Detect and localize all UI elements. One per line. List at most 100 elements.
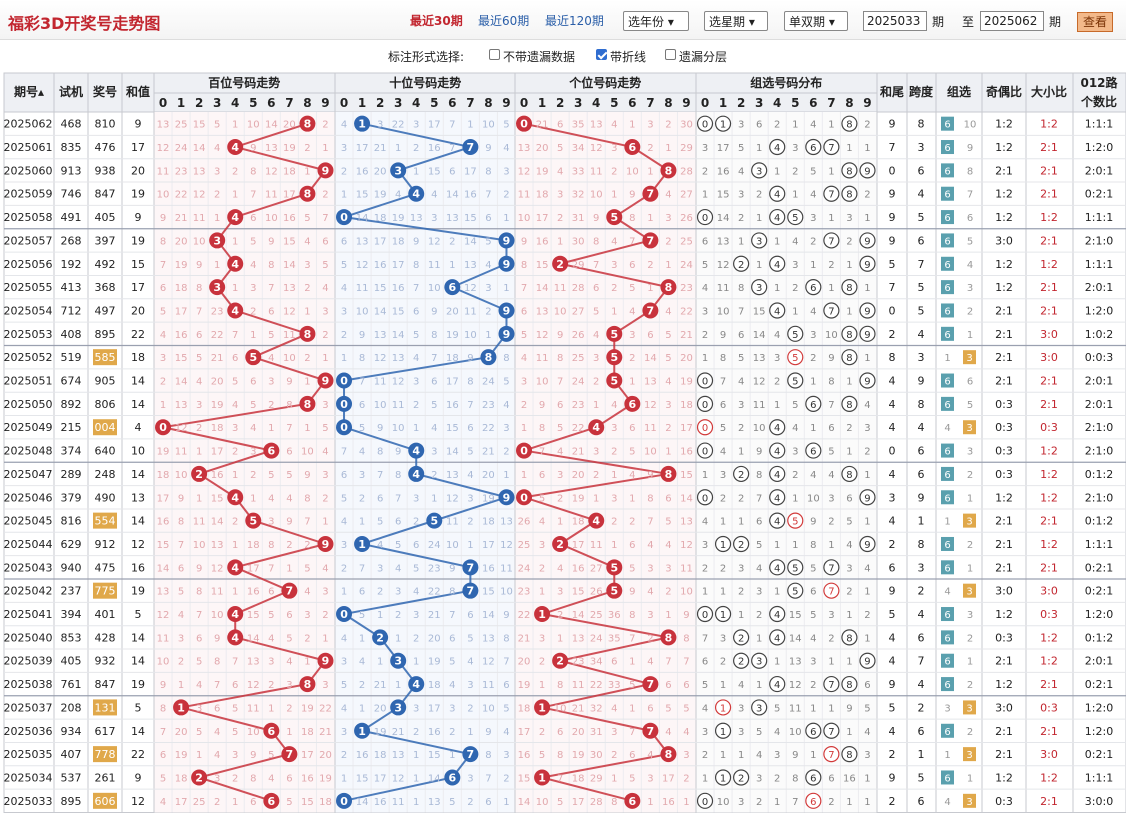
tens-ball (408, 442, 425, 459)
recent-120-link[interactable]: 最近120期 (545, 14, 604, 28)
ball-digit: 7 (647, 678, 655, 691)
sum-tail: 7 (889, 281, 896, 294)
polyline-checkbox[interactable] (596, 49, 607, 60)
group-digit: 9 (864, 330, 870, 341)
omission-value: 30 (572, 236, 585, 247)
group-omission: 2 (828, 633, 834, 644)
sum-tail: 0 (889, 304, 896, 317)
group-omission: 1 (774, 283, 780, 294)
omission-value: 5 (341, 260, 347, 271)
no-omission-checkbox[interactable] (489, 49, 500, 60)
omission-value: 6 (250, 213, 256, 224)
group-digit: 2 (738, 470, 744, 481)
parity-select[interactable]: 单双期 ▾ (784, 11, 848, 31)
omission-value: 13 (356, 236, 369, 247)
omission-value: 5 (449, 657, 455, 668)
group3-omission: 6 (967, 377, 973, 388)
group-omission: 1 (864, 633, 870, 644)
omission-value: 3 (160, 353, 166, 364)
query-button[interactable]: 查看 (1077, 12, 1113, 32)
omission-value: 19 (518, 680, 531, 691)
group-omission: 3 (792, 447, 798, 458)
sum-tail: 4 (889, 421, 896, 434)
ball-digit: 4 (592, 421, 600, 434)
omission-value: 9 (467, 353, 473, 364)
header-digit: 7 (466, 96, 474, 110)
omission-value: 1 (611, 470, 617, 481)
ball-digit: 0 (340, 795, 348, 808)
year-select[interactable]: 选年份 ▾ (623, 11, 689, 31)
omission-value: 33 (572, 166, 585, 177)
units-ball (660, 465, 677, 482)
omission-value: 2 (322, 120, 328, 131)
omission-value: 9 (629, 190, 635, 201)
omission-value: 6 (196, 633, 202, 644)
group-omission: 10 (789, 727, 802, 738)
ball-digit: 9 (503, 258, 511, 271)
omission-value: 15 (428, 750, 441, 761)
to-issue-input[interactable]: 2025062 (980, 11, 1044, 31)
omission-value: 9 (160, 680, 166, 691)
omission-value: 4 (268, 493, 274, 504)
ball-digit: 0 (340, 211, 348, 224)
omission-value: 5 (232, 727, 238, 738)
omission-value: 10 (157, 190, 170, 201)
group-omission: 1 (864, 517, 870, 528)
recent-60-link[interactable]: 最近60期 (478, 14, 530, 28)
group-omission: 5 (756, 540, 762, 551)
group-omission: 3 (864, 423, 870, 434)
omission-value: 8 (485, 166, 491, 177)
omission-value: 14 (356, 213, 369, 224)
award-number: 778 (95, 748, 116, 761)
omission-value: 7 (268, 283, 274, 294)
weekday-select-value: 选星期 (709, 15, 746, 29)
group-omission: 11 (753, 400, 766, 411)
omission-value: 2 (304, 633, 310, 644)
omission-value: 11 (644, 423, 657, 434)
omission-value: 4 (665, 540, 671, 551)
group6-text: 6 (944, 727, 950, 738)
group-omission: 4 (828, 470, 834, 481)
header-digit: 0 (520, 96, 528, 110)
big-small-ratio: 1:2 (1040, 211, 1058, 224)
omission-value: 19 (301, 703, 314, 714)
omission-value: 3 (503, 750, 509, 761)
group-omission: 2 (702, 563, 708, 574)
big-small-ratio: 1:2 (1040, 771, 1058, 784)
ball-digit: 1 (177, 701, 185, 714)
omission-value: 3 (413, 703, 419, 714)
weekday-select[interactable]: 选星期 ▾ (704, 11, 768, 31)
omission-value: 12 (356, 260, 369, 271)
group6-omission: 1 (944, 517, 950, 528)
hundreds-ball (317, 162, 334, 179)
group-omission: 2 (738, 587, 744, 598)
recent-30-link[interactable]: 最近30期 (410, 14, 463, 28)
group-digit: 9 (864, 493, 870, 504)
group-omission: 5 (774, 703, 780, 714)
group-omission: 6 (756, 120, 762, 131)
from-issue-input[interactable]: 2025033 (863, 11, 927, 31)
omission-value: 2 (449, 236, 455, 247)
group6-text: 6 (944, 400, 950, 411)
omission-value: 17 (175, 306, 188, 317)
omission-value: 4 (431, 423, 437, 434)
omission-value: 11 (482, 680, 495, 691)
omission-value: 18 (175, 773, 188, 784)
omission-value: 3 (304, 260, 310, 271)
omission-value: 4 (431, 190, 437, 201)
omission-layer-checkbox[interactable] (665, 49, 676, 60)
omission-value: 17 (536, 213, 549, 224)
units-ball (534, 769, 551, 786)
omission-value: 6 (449, 166, 455, 177)
omission-value: 22 (211, 330, 224, 341)
odd-even-ratio: 1:2 (995, 678, 1013, 691)
sum-value: 14 (131, 515, 145, 528)
group-digit: 1 (720, 703, 726, 714)
group-omission: 1 (720, 517, 726, 528)
omission-value: 16 (175, 330, 188, 341)
big-small-ratio: 3:0 (1040, 748, 1058, 761)
award-number: 905 (95, 375, 116, 388)
group-ball (823, 722, 840, 739)
omission-value: 17 (680, 423, 693, 434)
road012-ratio: 0:2:1 (1085, 678, 1113, 691)
